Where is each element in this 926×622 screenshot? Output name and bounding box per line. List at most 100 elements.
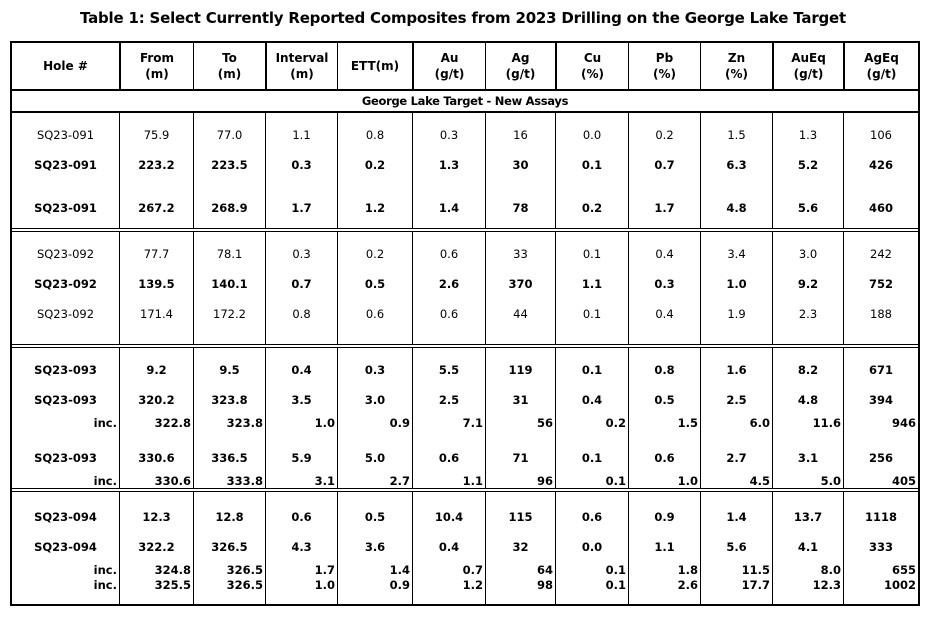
table-cell: 3.0 9.2 2.3 (772, 232, 843, 344)
included-interval-value: 7.1 (462, 415, 483, 430)
column-header-label: Ag (511, 51, 530, 65)
interval-value: 3.0 (364, 393, 386, 407)
interval-value: 2.6 (438, 277, 460, 291)
interval-value: SQ23-093 (34, 363, 97, 377)
interval-value: 2.5 (726, 393, 747, 407)
included-interval-value: 1002 (883, 577, 916, 592)
included-interval-value: 1.7 (314, 562, 335, 577)
included-interval-value: 17.7 (741, 577, 770, 592)
interval-value: 5.2 (797, 158, 819, 172)
interval-value: 0.4 (655, 247, 674, 261)
interval-value: 426 (868, 158, 893, 172)
assay-block-SQ23-092: SQ23-092 SQ23-092 SQ23-092 77.7 139.5 171.4 78… (12, 228, 918, 344)
included-interval-value: 96 (536, 473, 553, 488)
interval-value: 0.4 (655, 307, 674, 321)
interval-value: 0.4 (581, 393, 603, 407)
included-interval-value: 1.1 (462, 473, 483, 488)
included-interval-value: 326.5 (226, 577, 263, 592)
interval-value: 1.6 (726, 363, 747, 377)
assay-results-table: Hole # From (m) To (m) Interval (m) ETT(… (10, 41, 920, 606)
interval-value: 1.1 (581, 277, 603, 291)
table-cell: 0.6 4.3 1.7 1.0 (265, 492, 337, 604)
column-header-label: From (139, 51, 175, 65)
interval-value: 9.2 (797, 277, 819, 291)
included-interval-value: 323.8 (226, 415, 263, 430)
interval-value: 1.2 (364, 201, 386, 215)
included-interval-value: 0.1 (605, 473, 626, 488)
column-header-from: From (m) (119, 43, 193, 89)
included-interval-value: 4.5 (749, 473, 770, 488)
interval-value: 0.5 (364, 277, 386, 291)
interval-value: 3.1 (797, 451, 819, 465)
included-interval-value: 11.6 (812, 415, 841, 430)
table-cell: 106 426 460 (843, 113, 918, 228)
interval-value: SQ23-093 (34, 393, 97, 407)
column-header-label: Au (440, 51, 459, 65)
table-cell: 0.4 3.5 1.0 5.9 3.1 (265, 348, 337, 488)
assay-block-SQ23-094: SQ23-094 SQ23-094 inc. inc. 12.3 322.2 324.8 32… (12, 488, 918, 604)
column-header-unit: (g/t) (434, 67, 465, 81)
interval-value: 9.5 (219, 363, 240, 377)
column-header-pb: Pb (%) (628, 43, 700, 89)
column-header-unit: (g/t) (793, 67, 824, 81)
interval-value: 0.2 (364, 158, 386, 172)
interval-value: 0.8 (365, 128, 385, 142)
column-header-unit: (m) (290, 67, 314, 81)
interval-value: 10.4 (434, 510, 464, 524)
interval-value: 2.5 (438, 393, 460, 407)
included-interval-value: 0.2 (605, 415, 626, 430)
table-cell: 1118 333 655 1002 (843, 492, 918, 604)
table-cell: SQ23-093 SQ23-093 inc. SQ23-093 inc. (12, 348, 119, 488)
interval-value: 0.6 (581, 510, 603, 524)
included-interval-value: 0.1 (605, 562, 626, 577)
interval-value: 13.7 (793, 510, 823, 524)
included-interval-value: 0.1 (605, 577, 626, 592)
column-header-unit: (%) (725, 67, 748, 81)
interval-value: 4.8 (726, 201, 747, 215)
table-cell: 0.2 0.5 0.6 (337, 232, 412, 344)
table-cell: 0.6 0.0 0.1 0.1 (555, 492, 628, 604)
table-cell: 78.1 140.1 172.2 (193, 232, 265, 344)
column-header-unit: (%) (653, 67, 676, 81)
table-cell: SQ23-094 SQ23-094 inc. inc. (12, 492, 119, 604)
interval-value: 322.2 (138, 540, 175, 554)
table-cell: 0.3 0.7 0.8 (265, 232, 337, 344)
table-cell: 0.8 0.2 1.2 (337, 113, 412, 228)
interval-value: 172.2 (213, 307, 246, 321)
table-cell: 0.5 3.6 1.4 0.9 (337, 492, 412, 604)
column-header-unit: (g/t) (505, 67, 536, 81)
interval-value: 33 (513, 247, 528, 261)
interval-value: 1.7 (291, 201, 312, 215)
table-cell: 0.2 0.7 1.7 (628, 113, 700, 228)
interval-value: 671 (868, 363, 893, 377)
interval-value: 3.6 (364, 540, 386, 554)
interval-value: 115 (508, 510, 533, 524)
interval-value: SQ23-094 (34, 540, 97, 554)
interval-value: 460 (868, 201, 893, 215)
interval-value: 333 (868, 540, 893, 554)
interval-value: 0.1 (582, 307, 602, 321)
interval-value: 1118 (864, 510, 897, 524)
table-cell: 16 30 78 (485, 113, 555, 228)
column-header-ag: Ag (g/t) (485, 43, 555, 89)
table-cell: 1.3 5.2 5.6 (772, 113, 843, 228)
table-cell: SQ23-092 SQ23-092 SQ23-092 (12, 232, 119, 344)
included-interval-value: 56 (536, 415, 553, 430)
interval-value: 0.3 (439, 128, 459, 142)
interval-value: 1.0 (726, 277, 747, 291)
interval-value: 320.2 (138, 393, 175, 407)
included-interval-value: 8.0 (820, 562, 841, 577)
interval-value: 44 (513, 307, 528, 321)
interval-value: 326.5 (211, 540, 248, 554)
interval-value: 2.7 (726, 451, 747, 465)
interval-value: 268.9 (211, 201, 248, 215)
table-cell: 9.5 323.8 323.8 336.5 333.8 (193, 348, 265, 488)
interval-value: SQ23-093 (34, 451, 97, 465)
table-header-row: Hole # From (m) To (m) Interval (m) ETT(… (12, 43, 918, 91)
included-interval-value: inc. (93, 562, 117, 577)
interval-value: 267.2 (138, 201, 175, 215)
interval-value: 394 (868, 393, 893, 407)
interval-value: 0.3 (292, 247, 311, 261)
interval-value: 140.1 (211, 277, 248, 291)
interval-value: 223.5 (211, 158, 248, 172)
